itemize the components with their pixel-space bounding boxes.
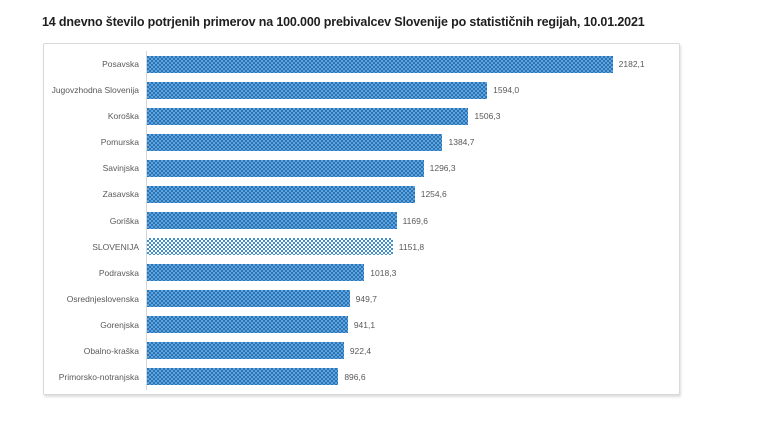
value-label: 896,6 — [344, 371, 366, 382]
bar — [147, 212, 397, 229]
bar-track: 1254,6 — [146, 181, 679, 208]
bar-track: 1151,8 — [146, 233, 679, 260]
value-label: 1169,6 — [402, 215, 428, 226]
bar-row: Pomurska 1384,7 — [44, 129, 679, 156]
category-label: Gorenjska — [100, 319, 139, 330]
bar-track: 1296,3 — [146, 155, 679, 182]
category-label: Obalno-kraška — [83, 345, 139, 356]
category-label: Zasavska — [102, 189, 139, 200]
value-label: 1594,0 — [493, 85, 520, 96]
category-label: Posavska — [102, 59, 139, 70]
bar-track: 949,7 — [146, 285, 679, 312]
bar — [147, 81, 488, 99]
value-label: 1151,8 — [398, 241, 425, 252]
value-label: 1296,3 — [429, 163, 456, 174]
bar-row: Gorenjska 941,1 — [44, 311, 679, 338]
bar — [147, 316, 348, 334]
bar-track: 1169,6 — [146, 207, 679, 234]
bar — [147, 368, 339, 386]
bar-row: Podravska 1018,3 — [44, 259, 679, 286]
category-label: Koroška — [107, 111, 139, 122]
value-label: 1506,3 — [474, 111, 501, 122]
bar-row: Zasavska 1254,6 — [44, 181, 679, 208]
bar — [147, 185, 415, 203]
bar-track: 1594,0 — [146, 77, 679, 104]
bar-row: Osrednjeslovenska 949,7 — [44, 285, 679, 312]
bar-row: Jugovzhodna Slovenija 1594,0 — [44, 77, 679, 104]
value-label: 1018,3 — [370, 267, 397, 278]
bar-track: 941,1 — [146, 311, 679, 338]
bar-row: Goriška 1169,6 — [44, 207, 679, 234]
bar — [147, 342, 344, 360]
category-label: SLOVENIJA — [92, 241, 139, 252]
chart-plot-area: Posavska 2182,1 Jugovzhodna Slovenija 15… — [43, 43, 680, 395]
bar-track: 1384,7 — [146, 129, 679, 156]
bar-row: Savinjska 1296,3 — [44, 155, 679, 182]
value-label: 941,1 — [353, 319, 376, 330]
value-label: 1254,6 — [420, 189, 447, 200]
bar — [147, 238, 393, 256]
bar-row: Koroška 1506,3 — [44, 103, 679, 130]
bar-row: Posavska 2182,1 — [44, 51, 679, 78]
value-label: 2182,1 — [618, 59, 645, 70]
chart-title: 14 dnevno število potrjenih primerov na … — [42, 15, 645, 29]
bar-row: Primorsko-notranjska 896,6 — [44, 363, 679, 391]
value-label: 949,7 — [355, 293, 377, 304]
category-label: Jugovzhodna Slovenija — [51, 85, 139, 96]
category-label: Osrednjeslovenska — [66, 293, 139, 304]
value-label: 1384,7 — [448, 137, 475, 148]
category-label: Primorsko-notranjska — [58, 371, 139, 382]
bar-track: 922,4 — [146, 337, 679, 364]
bar — [147, 133, 443, 151]
category-label: Podravska — [98, 267, 139, 278]
bar-track: 2182,1 — [146, 51, 679, 78]
bar — [147, 264, 365, 282]
category-label: Pomurska — [100, 137, 139, 148]
bar-row: SLOVENIJA 1151,8 — [44, 233, 679, 260]
bar-track: 896,6 — [146, 363, 679, 391]
value-label: 922,4 — [349, 345, 372, 356]
bar-track: 1018,3 — [146, 259, 679, 286]
bar-row: Obalno-kraška 922,4 — [44, 337, 679, 364]
category-label: Savinjska — [102, 163, 139, 174]
bar — [147, 107, 469, 125]
bar-track: 1506,3 — [146, 103, 679, 130]
bar — [147, 55, 613, 73]
bar — [147, 290, 350, 308]
category-label: Goriška — [109, 215, 139, 226]
bar-chart: Posavska 2182,1 Jugovzhodna Slovenija 15… — [44, 51, 679, 391]
bar — [147, 159, 424, 177]
